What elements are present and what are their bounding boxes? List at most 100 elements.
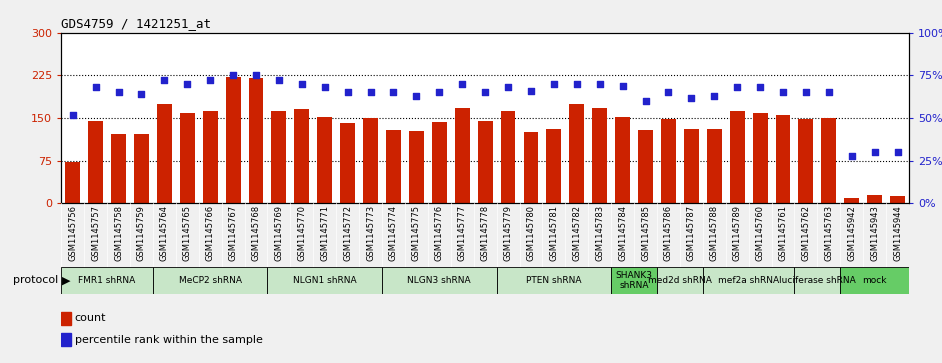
Bar (661, 119, 675, 203)
Text: mock: mock (863, 276, 887, 285)
Bar (821, 118, 836, 203)
Bar (657, 267, 703, 294)
Text: GSM1145772: GSM1145772 (343, 205, 352, 261)
Bar (153, 267, 268, 294)
Text: GSM1145758: GSM1145758 (114, 205, 123, 261)
Text: GSM1145787: GSM1145787 (687, 205, 696, 261)
Point (134, 91, 149, 97)
Bar (638, 130, 653, 203)
Bar (775, 115, 790, 203)
Text: MeCP2 shRNA: MeCP2 shRNA (179, 276, 242, 285)
Bar (340, 123, 355, 203)
Bar (431, 122, 447, 203)
Text: GSM1145775: GSM1145775 (412, 205, 421, 261)
Point (203, 78, 218, 83)
Bar (409, 131, 424, 203)
Text: GSM1145783: GSM1145783 (595, 205, 604, 261)
Bar (546, 129, 561, 203)
Bar (593, 108, 608, 203)
Point (65, 112, 80, 118)
Text: GSM1145757: GSM1145757 (91, 205, 100, 261)
Bar (294, 110, 309, 203)
Text: NLGN1 shRNA: NLGN1 shRNA (293, 276, 357, 285)
Bar (799, 119, 813, 203)
Bar (226, 77, 240, 203)
Text: GSM1145942: GSM1145942 (847, 205, 856, 261)
Bar (386, 130, 401, 203)
Point (638, 98, 653, 104)
Bar (89, 121, 103, 203)
Point (615, 83, 630, 89)
Text: GSM1145768: GSM1145768 (252, 205, 261, 261)
Bar (753, 113, 768, 203)
Point (730, 84, 745, 90)
Point (156, 78, 171, 83)
Bar (157, 104, 171, 203)
Point (363, 90, 378, 95)
Text: GSM1145786: GSM1145786 (664, 205, 673, 261)
Bar (111, 134, 126, 203)
Text: GSM1145765: GSM1145765 (183, 205, 192, 261)
Bar (65, 162, 80, 203)
Text: mef2a shRNA: mef2a shRNA (718, 276, 779, 285)
Text: ▶: ▶ (62, 276, 71, 285)
Bar (134, 134, 149, 203)
Text: GSM1145759: GSM1145759 (137, 205, 146, 261)
Bar (61, 333, 72, 346)
Bar (363, 118, 378, 203)
Point (661, 90, 676, 95)
Point (890, 149, 905, 155)
Text: percentile rank within the sample: percentile rank within the sample (74, 335, 263, 345)
Point (478, 90, 493, 95)
Text: FMR1 shRNA: FMR1 shRNA (78, 276, 136, 285)
Text: GSM1145789: GSM1145789 (733, 205, 741, 261)
Point (844, 152, 859, 158)
Point (868, 149, 883, 155)
Text: GSM1145777: GSM1145777 (458, 205, 466, 261)
Text: GSM1145761: GSM1145761 (778, 205, 788, 261)
Text: med2d shRNA: med2d shRNA (648, 276, 712, 285)
Point (249, 72, 264, 78)
Point (593, 81, 608, 87)
Point (455, 81, 470, 87)
Bar (569, 104, 584, 203)
Point (821, 90, 836, 95)
Text: GSM1145770: GSM1145770 (298, 205, 306, 261)
Text: GSM1145774: GSM1145774 (389, 205, 398, 261)
Bar (794, 267, 840, 294)
Text: GSM1145756: GSM1145756 (68, 205, 77, 261)
Point (180, 81, 195, 87)
Text: GSM1145773: GSM1145773 (366, 205, 375, 261)
Text: GSM1145769: GSM1145769 (274, 205, 284, 261)
Point (500, 84, 515, 90)
Point (294, 81, 309, 87)
Bar (703, 267, 794, 294)
Point (524, 88, 539, 94)
Bar (524, 132, 539, 203)
Text: PTEN shRNA: PTEN shRNA (527, 276, 581, 285)
Bar (500, 111, 515, 203)
Text: GSM1145762: GSM1145762 (802, 205, 810, 261)
Bar (382, 267, 496, 294)
Text: GSM1145760: GSM1145760 (755, 205, 765, 261)
Bar (317, 117, 333, 203)
Text: GSM1145943: GSM1145943 (870, 205, 879, 261)
Point (706, 93, 722, 99)
Text: luciferase shRNA: luciferase shRNA (779, 276, 855, 285)
Text: GSM1145944: GSM1145944 (893, 205, 902, 261)
Text: GSM1145764: GSM1145764 (160, 205, 169, 261)
Point (684, 95, 699, 101)
Text: protocol: protocol (13, 276, 58, 285)
Text: GSM1145781: GSM1145781 (549, 205, 559, 261)
Text: GSM1145780: GSM1145780 (527, 205, 535, 261)
Text: GSM1145767: GSM1145767 (229, 205, 237, 261)
Text: count: count (74, 313, 106, 323)
Bar (478, 121, 493, 203)
Bar (615, 117, 630, 203)
Point (271, 78, 286, 83)
Bar (455, 108, 470, 203)
Text: GSM1145779: GSM1145779 (504, 205, 512, 261)
Bar (249, 78, 264, 203)
Bar (890, 196, 905, 203)
Text: GSM1145763: GSM1145763 (824, 205, 834, 261)
